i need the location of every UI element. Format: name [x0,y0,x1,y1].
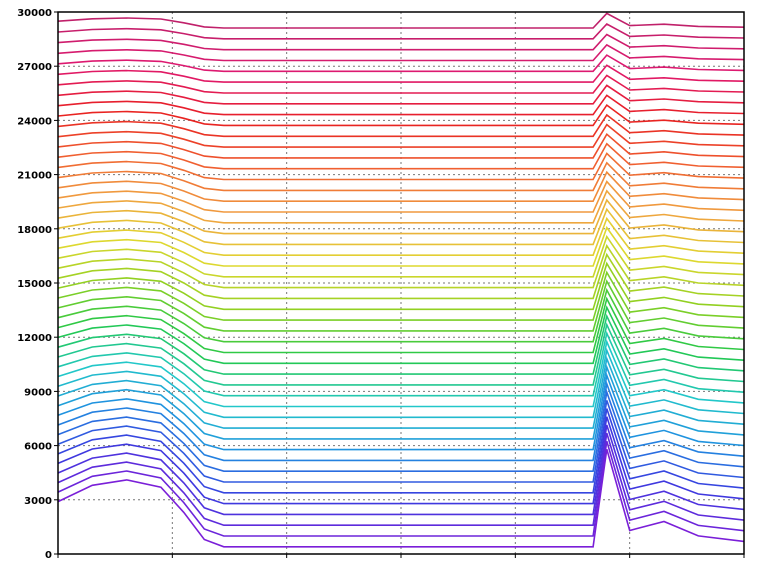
series-line-43 [57,74,745,94]
series-line-4 [57,424,745,516]
series-line-32 [57,180,745,213]
y-tick-label-2: 6000 [24,442,52,453]
series-line-12 [57,355,745,429]
series-line-9 [57,380,745,462]
series-line-10 [57,372,745,451]
series-line-34 [57,161,745,192]
series-line-28 [57,216,745,256]
series-line-19 [57,296,745,354]
series-line-7 [57,400,745,483]
y-tick-label-6: 18000 [17,225,52,236]
series-line-47 [57,33,745,51]
series-line-39 [57,113,745,138]
series-line-25 [57,243,745,289]
series-line-13 [57,347,745,419]
series-line-38 [57,123,745,148]
series-line-22 [57,270,745,321]
series-line-14 [57,339,745,408]
y-axis-ticks: 0 3000 6000 9000 12000 15000 18000 21000 24000 27… [17,8,58,561]
series-line-23 [57,261,745,311]
series-line-15 [57,330,745,397]
series-line-2 [57,440,745,537]
y-tick-label-10: 30000 [17,8,52,19]
series-line-8 [57,389,745,473]
y-tick-label-1: 3000 [24,496,52,507]
series-line-16 [57,322,745,386]
series-line-36 [57,142,745,170]
series-line-35 [57,152,745,181]
series-line-26 [57,234,745,278]
series-line-41 [57,94,745,116]
series-line-45 [57,54,745,73]
series-line-30 [57,198,745,235]
series-line-24 [57,252,745,300]
series-lines [57,12,745,548]
series-line-37 [57,132,745,159]
x-axis-ticks [57,554,745,558]
y-tick-label-9: 27000 [17,62,52,73]
y-tick-label-5: 15000 [17,279,52,290]
series-line-46 [57,43,745,62]
series-line-33 [57,170,745,202]
series-line-6 [57,408,745,494]
series-line-40 [57,103,745,127]
series-line-21 [57,279,745,332]
series-line-27 [57,225,745,267]
series-line-42 [57,84,745,105]
series-line-44 [57,64,745,83]
y-tick-label-4: 12000 [17,333,52,344]
series-line-3 [57,432,745,527]
y-tick-label-3: 9000 [24,387,52,398]
series-line-1 [57,448,745,548]
y-tick-label-7: 21000 [17,171,52,182]
series-line-31 [57,189,745,224]
series-line-29 [57,207,745,246]
y-tick-label-8: 24000 [17,116,52,127]
series-line-17 [57,313,745,375]
series-line-49 [57,12,745,29]
series-line-18 [57,305,745,365]
series-line-5 [57,416,745,505]
series-line-20 [57,287,745,343]
series-line-48 [57,23,745,40]
series-line-11 [57,364,745,440]
y-tick-label-0: 0 [45,550,52,561]
